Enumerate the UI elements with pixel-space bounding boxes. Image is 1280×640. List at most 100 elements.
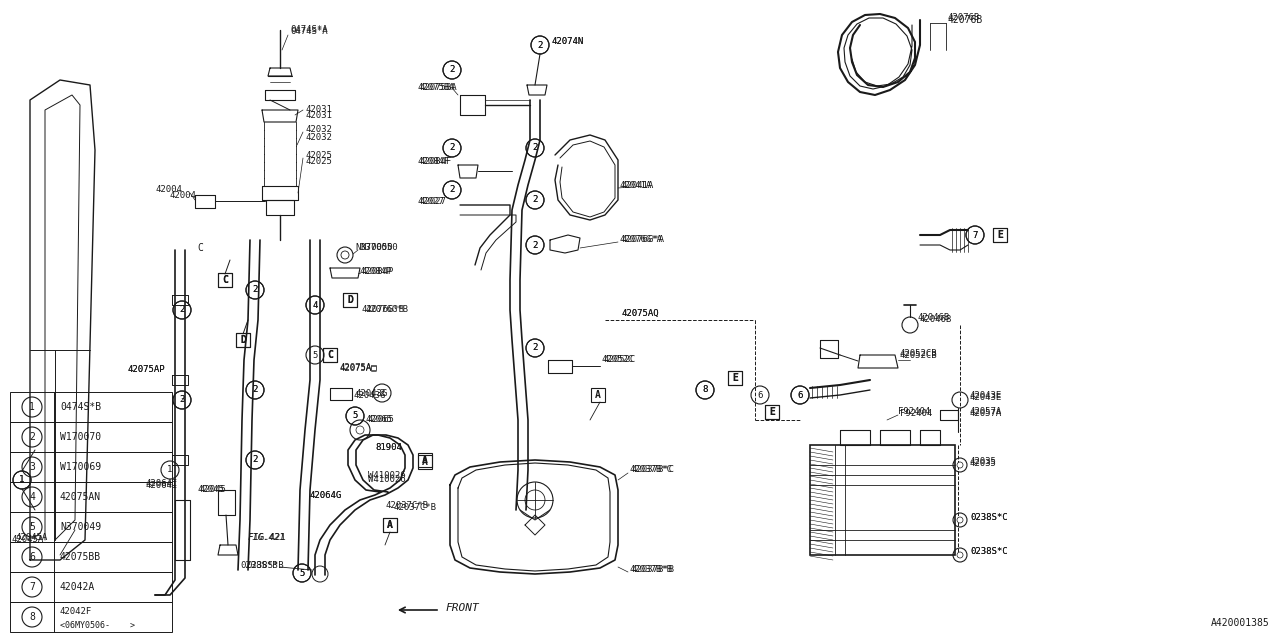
Text: 42076G*A: 42076G*A [622,236,666,244]
Text: 5: 5 [300,568,305,577]
Text: W170069: W170069 [60,462,101,472]
Text: A: A [387,520,393,530]
Text: N370050: N370050 [355,243,393,253]
Bar [728,371,742,385]
Text: FRONT: FRONT [445,603,479,613]
Text: 2: 2 [179,396,184,404]
Text: D: D [347,295,353,305]
Text: 5: 5 [352,412,357,420]
Text: 42052CB: 42052CB [900,349,938,358]
Text: 1: 1 [19,476,24,484]
Text: 42004: 42004 [155,186,182,195]
Text: 42075A□: 42075A□ [340,364,378,372]
Text: 2: 2 [532,344,538,353]
Text: 42035: 42035 [970,458,997,467]
Text: 2: 2 [29,432,35,442]
Text: D: D [241,335,246,345]
Text: 2: 2 [449,186,454,195]
Text: 5: 5 [352,412,357,420]
Text: 42027: 42027 [419,198,445,207]
Text: E: E [732,373,739,383]
Bar [218,273,232,287]
Bar [383,518,397,532]
Bar [10,572,172,602]
Text: 8: 8 [29,612,35,622]
Text: 42052C: 42052C [602,355,635,365]
Text: 3: 3 [29,462,35,472]
Bar [993,228,1007,242]
Bar [765,405,780,419]
Bar [10,482,172,512]
Text: 42032: 42032 [305,134,332,143]
Text: 42037C*B: 42037C*B [385,500,428,509]
Bar [10,422,172,452]
Text: 42043E: 42043E [970,394,1002,403]
Text: 42075BA: 42075BA [419,83,456,93]
Text: 42004: 42004 [170,191,197,200]
Bar [10,512,172,542]
Text: 2: 2 [449,65,454,74]
Text: 2: 2 [179,305,184,314]
Text: 42075A□: 42075A□ [340,362,378,371]
Text: 2: 2 [252,456,257,465]
Circle shape [957,462,963,468]
Text: 42065: 42065 [366,415,393,424]
Text: 42045: 42045 [200,486,227,495]
Bar [236,333,250,347]
Text: 42025: 42025 [305,150,332,159]
Text: 42037B*B: 42037B*B [630,566,673,575]
Text: 42057A: 42057A [970,408,1002,417]
Text: 42042F: 42042F [60,607,92,616]
Text: W410026: W410026 [369,476,406,484]
Text: 42075AP: 42075AP [128,365,165,374]
Bar [10,602,172,632]
Text: E: E [769,407,774,417]
Text: 2: 2 [532,195,538,205]
Text: 42046B: 42046B [918,314,950,323]
Text: E: E [997,230,1004,240]
Text: 2: 2 [252,285,257,294]
Text: 1: 1 [29,402,35,412]
Text: 42042A: 42042A [60,582,95,592]
Text: 0474S*A: 0474S*A [291,28,328,36]
Text: 42043E: 42043E [970,392,1002,401]
Text: 42084P: 42084P [362,268,394,276]
Text: 1: 1 [168,465,173,474]
Text: 2: 2 [449,143,454,152]
Text: D: D [241,335,246,345]
Text: 42074N: 42074N [552,38,584,47]
Text: F92404: F92404 [899,406,931,415]
Bar [323,348,337,362]
Text: 0474S*A: 0474S*A [291,26,328,35]
Text: 42064I: 42064I [145,479,177,488]
Text: 81904: 81904 [375,444,402,452]
Text: 7: 7 [29,582,35,592]
Text: 2: 2 [449,186,454,195]
Text: 2: 2 [532,143,538,152]
Text: 4: 4 [29,492,35,502]
Text: 42075AP: 42075AP [128,365,165,374]
Bar [419,455,433,469]
Text: 42045A: 42045A [15,534,47,543]
Bar [10,452,172,482]
Text: 42045: 42045 [198,486,225,495]
Text: <06MY0506-    >: <06MY0506- > [60,621,134,630]
Text: 42031: 42031 [305,111,332,120]
Text: N370049: N370049 [60,522,101,532]
Text: N370050: N370050 [360,243,398,253]
Text: 42076B: 42076B [948,13,980,22]
Text: 42064G: 42064G [310,490,342,499]
Text: 6: 6 [797,390,803,399]
Text: 2: 2 [532,241,538,250]
Text: 42064G: 42064G [310,490,342,499]
Text: 42076G*A: 42076G*A [620,236,663,244]
Text: 2: 2 [179,305,184,314]
Text: 42037B*C: 42037B*C [632,465,675,474]
Text: 42043G: 42043G [353,390,385,399]
Text: 42045A: 42045A [12,536,45,545]
Text: 2: 2 [532,241,538,250]
Text: 42084P: 42084P [360,268,392,276]
Text: 2: 2 [252,385,257,394]
Text: A: A [422,455,428,465]
Text: 5: 5 [300,568,305,577]
